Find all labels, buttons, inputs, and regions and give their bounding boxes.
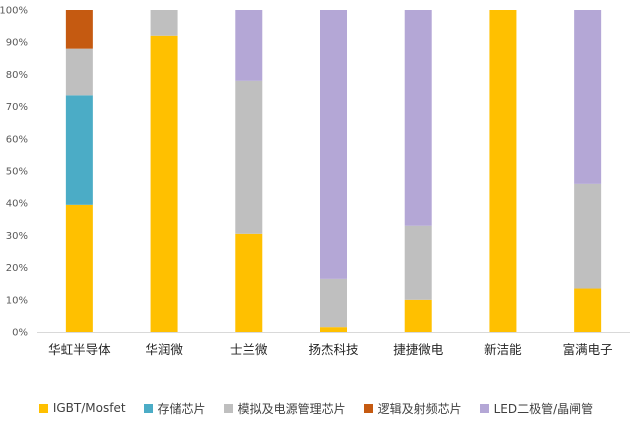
bar-segment-3 bbox=[320, 278, 347, 328]
x-category-label: 捷捷微电 bbox=[393, 342, 444, 357]
y-tick-label: 90% bbox=[6, 38, 28, 49]
legend-swatch bbox=[143, 403, 153, 413]
bar-segment-5 bbox=[574, 10, 602, 184]
legend-item: 模拟及电源管理芯片 bbox=[223, 400, 346, 417]
bar-segment-1 bbox=[235, 233, 263, 332]
legend: IGBT/Mosfet 存储芯片 模拟及电源管理芯片 逻辑及射频芯片 LED二极管/晶闸… bbox=[0, 398, 632, 418]
legend-item: 逻辑及射频芯片 bbox=[363, 400, 462, 417]
legend-label: 模拟及电源管理芯片 bbox=[237, 401, 346, 416]
legend-swatch bbox=[479, 403, 489, 413]
legend-swatch bbox=[38, 403, 48, 413]
bar-segment-1 bbox=[574, 288, 602, 332]
y-tick-label: 40% bbox=[6, 199, 28, 210]
bar-segment-1 bbox=[65, 204, 93, 332]
y-tick-label: 0% bbox=[12, 328, 28, 339]
x-category-label: 扬杰科技 bbox=[308, 342, 359, 357]
x-category-label: 士兰微 bbox=[230, 342, 268, 357]
legend-item: 存储芯片 bbox=[143, 400, 206, 417]
bar-segment-1 bbox=[150, 35, 178, 332]
bar-segment-1 bbox=[320, 327, 347, 332]
x-category-label: 富满电子 bbox=[563, 342, 613, 357]
x-category-label: 新洁能 bbox=[484, 342, 522, 357]
bar-segment-4 bbox=[65, 10, 93, 49]
y-tick-label: 10% bbox=[6, 295, 28, 306]
y-tick-label: 30% bbox=[6, 231, 28, 242]
bar-segment-5 bbox=[404, 10, 432, 226]
legend-item: IGBT/Mosfet bbox=[38, 401, 126, 415]
y-tick-label: 100% bbox=[0, 6, 28, 17]
legend-swatch bbox=[223, 403, 233, 413]
bar-segment-3 bbox=[404, 225, 432, 300]
legend-swatch bbox=[363, 403, 373, 413]
bar-segment-1 bbox=[489, 10, 517, 332]
bar-segment-5 bbox=[320, 10, 347, 279]
bar-segment-3 bbox=[150, 10, 178, 36]
x-category-label: 华虹半导体 bbox=[48, 342, 111, 357]
bar-segment-3 bbox=[235, 80, 263, 234]
bar-segment-1 bbox=[404, 299, 432, 332]
bar-segment-2 bbox=[65, 95, 93, 205]
legend-label: IGBT/Mosfet bbox=[52, 401, 126, 415]
stacked-bar-chart: 0% 10% 20% 30% 40% 50% 60% 70% 80% 90% 100% 华虹半导体 华润… bbox=[0, 6, 630, 357]
legend-item: LED二极管/晶闸管 bbox=[479, 400, 594, 417]
y-tick-label: 20% bbox=[6, 263, 28, 274]
bar-segment-3 bbox=[65, 48, 93, 96]
y-tick-label: 60% bbox=[6, 134, 28, 145]
legend-label: 存储芯片 bbox=[157, 401, 206, 416]
legend-label: LED二极管/晶闸管 bbox=[493, 401, 594, 416]
y-tick-label: 50% bbox=[6, 167, 28, 178]
legend-label: 逻辑及射频芯片 bbox=[377, 401, 462, 416]
x-category-label: 华润微 bbox=[145, 342, 183, 357]
bar-segment-3 bbox=[574, 183, 602, 289]
y-tick-label: 70% bbox=[6, 102, 28, 113]
bar-segment-5 bbox=[235, 10, 263, 81]
y-tick-label: 80% bbox=[6, 70, 28, 81]
